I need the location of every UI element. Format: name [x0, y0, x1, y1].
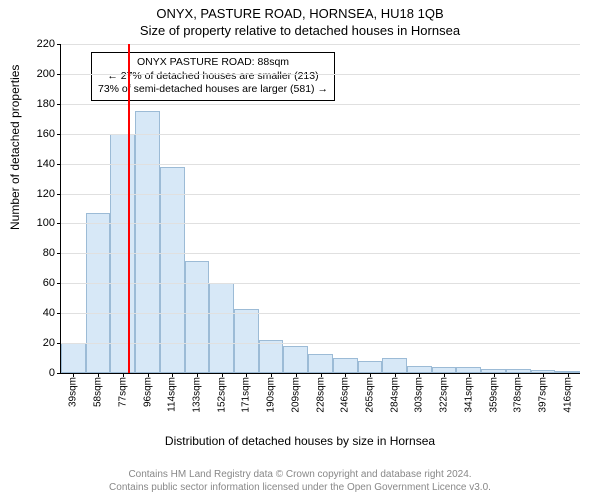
property-marker-line [128, 44, 130, 373]
x-tick-label: 303sqm [414, 377, 425, 413]
histogram-bar [135, 111, 160, 373]
histogram-bar [382, 358, 407, 373]
histogram-bar [259, 340, 284, 373]
x-tick-label: 114sqm [167, 377, 178, 412]
x-tick-label: 152sqm [216, 377, 227, 413]
y-tick-label: 160 [37, 128, 55, 140]
histogram-bar [308, 354, 333, 373]
gridline [61, 194, 580, 195]
x-tick-label: 190sqm [266, 377, 277, 413]
histogram-bar [86, 213, 111, 373]
gridline [61, 44, 580, 45]
plot-area: ONYX PASTURE ROAD: 88sqm ← 27% of detach… [60, 44, 580, 374]
x-tick-label: 77sqm [117, 377, 128, 407]
histogram-bar [283, 346, 308, 373]
histogram-bar [209, 283, 234, 373]
chart-title-address: ONYX, PASTURE ROAD, HORNSEA, HU18 1QB [0, 0, 600, 21]
gridline [61, 223, 580, 224]
annotation-line-3: 73% of semi-detached houses are larger (… [98, 83, 328, 97]
annotation-line-1: ONYX PASTURE ROAD: 88sqm [98, 56, 328, 70]
y-tick-mark [57, 134, 61, 135]
x-tick-label: 171sqm [241, 377, 252, 413]
gridline [61, 343, 580, 344]
y-tick-label: 20 [43, 337, 55, 349]
x-tick-label: 284sqm [389, 377, 400, 413]
x-axis-label: Distribution of detached houses by size … [0, 434, 600, 448]
y-tick-mark [57, 164, 61, 165]
footer-line-2: Contains public sector information licen… [0, 481, 600, 494]
footer-attribution: Contains HM Land Registry data © Crown c… [0, 468, 600, 494]
y-tick-label: 220 [37, 38, 55, 50]
gridline [61, 104, 580, 105]
x-tick-label: 96sqm [142, 377, 153, 407]
gridline [61, 134, 580, 135]
x-tick-label: 246sqm [340, 377, 351, 413]
y-tick-mark [57, 313, 61, 314]
y-tick-label: 120 [37, 188, 55, 200]
y-tick-mark [57, 74, 61, 75]
y-tick-mark [57, 104, 61, 105]
x-tick-label: 133sqm [191, 377, 202, 413]
y-tick-mark [57, 283, 61, 284]
y-tick-label: 60 [43, 277, 55, 289]
gridline [61, 313, 580, 314]
x-tick-label: 397sqm [537, 377, 548, 413]
y-tick-label: 80 [43, 247, 55, 259]
y-tick-mark [57, 253, 61, 254]
y-tick-label: 40 [43, 307, 55, 319]
gridline [61, 283, 580, 284]
x-tick-label: 341sqm [463, 377, 474, 413]
y-tick-mark [57, 44, 61, 45]
histogram-bar [160, 167, 185, 373]
gridline [61, 74, 580, 75]
y-tick-mark [57, 373, 61, 374]
histogram-bar [407, 366, 432, 373]
chart-container: ONYX, PASTURE ROAD, HORNSEA, HU18 1QB Si… [0, 0, 600, 500]
x-tick-label: 209sqm [290, 377, 301, 413]
y-tick-mark [57, 343, 61, 344]
y-tick-label: 100 [37, 217, 55, 229]
x-tick-label: 359sqm [488, 377, 499, 413]
chart-subtitle: Size of property relative to detached ho… [0, 21, 600, 38]
y-tick-label: 140 [37, 158, 55, 170]
gridline [61, 253, 580, 254]
x-tick-label: 265sqm [364, 377, 375, 413]
x-tick-label: 39sqm [68, 377, 79, 407]
annotation-line-2: ← 27% of detached houses are smaller (21… [98, 70, 328, 84]
x-tick-label: 228sqm [315, 377, 326, 413]
histogram-bar [61, 343, 86, 373]
histogram-bar [333, 358, 358, 373]
y-tick-label: 0 [49, 367, 55, 379]
y-tick-mark [57, 223, 61, 224]
y-tick-label: 180 [37, 98, 55, 110]
y-tick-label: 200 [37, 68, 55, 80]
y-axis-label: Number of detached properties [8, 65, 22, 230]
histogram-bar [358, 361, 383, 373]
x-tick-label: 416sqm [562, 377, 573, 413]
gridline [61, 164, 580, 165]
y-tick-mark [57, 194, 61, 195]
histogram-bar [185, 261, 210, 373]
histogram-bar [234, 309, 259, 373]
x-tick-label: 378sqm [513, 377, 524, 413]
x-tick-label: 322sqm [439, 377, 450, 413]
x-tick-label: 58sqm [93, 377, 104, 407]
footer-line-1: Contains HM Land Registry data © Crown c… [0, 468, 600, 481]
